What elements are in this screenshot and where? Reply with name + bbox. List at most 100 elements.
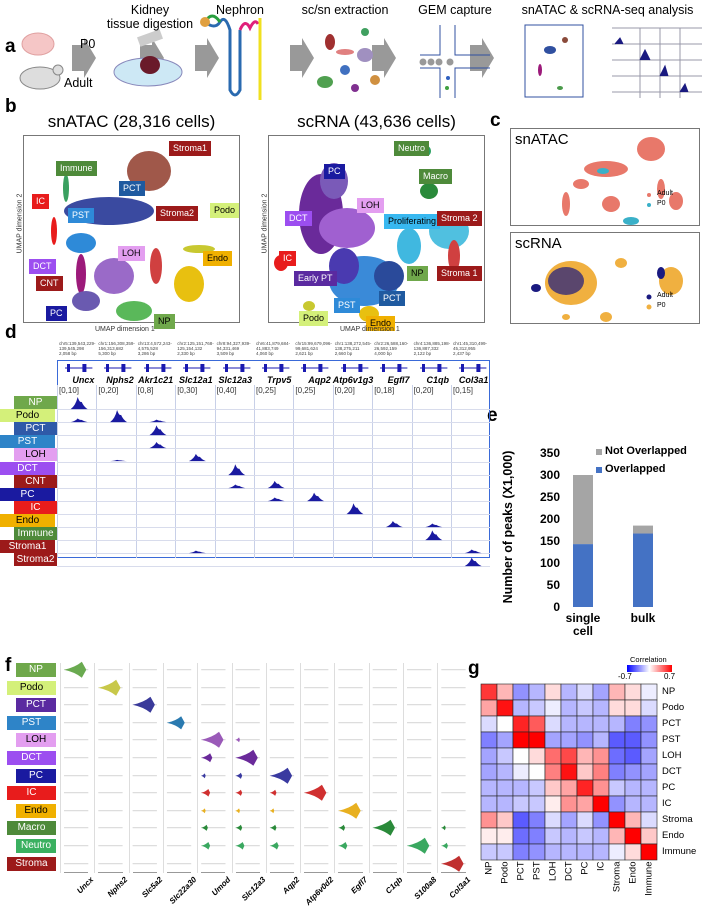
track-row	[385, 520, 443, 527]
snatac-xlabel: UMAP dimension 1	[95, 326, 155, 333]
column-divider	[231, 663, 233, 873]
tracks-thumbnail-icon	[612, 27, 702, 98]
microfluidic-icon	[419, 25, 490, 98]
accessibility-peak	[425, 530, 443, 541]
heatmap-cell	[544, 811, 562, 829]
heatmap-cell	[576, 827, 594, 845]
gene-coordinates: chr1:138,272,545- 138,275,211 2,660 bp	[334, 341, 372, 356]
violin-row	[64, 784, 466, 801]
violin	[235, 825, 243, 832]
track-row-label: PST	[0, 435, 55, 449]
heatmap-row-label: PST	[662, 734, 681, 745]
x-axis	[64, 872, 89, 873]
cluster-label: Stroma 2	[437, 211, 482, 226]
accessibility-peak	[267, 497, 285, 501]
violin-row-label: Neutro	[16, 839, 56, 853]
heatmap-row-label: NP	[662, 686, 676, 697]
violin	[166, 715, 185, 730]
heatmap-cell	[624, 811, 642, 829]
cluster-label: DCT	[285, 211, 312, 226]
violin	[64, 661, 87, 678]
heatmap-cell	[624, 683, 642, 701]
heatmap-cell	[576, 715, 594, 733]
gene-coordinates: chr2:26,588,160- 26,592,159 4,000 bp	[374, 341, 409, 356]
x-axis	[338, 872, 363, 873]
violin-row	[64, 855, 466, 872]
heatmap-cell	[496, 779, 514, 797]
heatmap-cell	[560, 715, 578, 733]
accessibility-peak	[70, 418, 88, 423]
accessibility-peak	[149, 442, 167, 449]
heatmap-col-label: Stroma	[611, 861, 623, 893]
mouse-icon	[19, 64, 64, 90]
heatmap-cell	[560, 811, 578, 829]
legend-p0: P0	[657, 200, 666, 207]
cluster-label: Podo	[299, 311, 329, 326]
heatmap-cell	[496, 699, 514, 717]
heatmap-cell	[528, 747, 546, 765]
row-divider	[57, 527, 491, 528]
track-row	[70, 397, 88, 410]
heatmap-cell	[608, 715, 626, 733]
y-tick-label: 50	[546, 578, 560, 592]
row-divider	[57, 474, 491, 476]
row-divider	[57, 422, 491, 424]
cluster-blob	[76, 254, 86, 294]
x-axis	[132, 872, 157, 873]
bar-not-overlapped	[633, 525, 653, 534]
cluster-label: Proliferating	[384, 214, 441, 229]
track-row	[149, 425, 167, 436]
panel-label-g: g	[468, 658, 480, 679]
scrna-age-umap: scRNA Adult P0	[510, 232, 700, 324]
violin-row-label: LOH	[16, 733, 56, 748]
cluster-blob	[397, 228, 421, 264]
row-divider	[57, 553, 491, 555]
cluster-blob	[51, 217, 57, 245]
track-row-label: NP	[14, 396, 57, 409]
heatmap-cell	[480, 843, 498, 861]
snatac-ylabel: UMAP dimension 2	[16, 193, 24, 254]
row-divider	[57, 487, 491, 489]
track-scale: [0,8]	[137, 386, 154, 395]
heatmap-cell	[544, 827, 562, 845]
cells-icon	[317, 28, 380, 92]
step-tissue-digestion: Kidney tissue digestion	[106, 3, 194, 31]
violin-row-label: PC	[16, 768, 56, 783]
violin	[269, 808, 275, 813]
heatmap-cell	[480, 731, 498, 749]
column-divider	[437, 663, 439, 873]
track-scale: [0,25]	[295, 386, 316, 395]
heatmap-cell	[544, 843, 562, 861]
cluster-label: Endo	[366, 316, 396, 331]
column-divider	[372, 385, 374, 559]
heatmap-cell	[496, 715, 514, 733]
accessibility-peak	[228, 463, 246, 475]
sample-label-adult: Adult	[64, 76, 93, 90]
track-scale: [0,20]	[413, 386, 434, 395]
track-row	[267, 492, 325, 501]
heatmap-cell	[528, 827, 546, 845]
cluster-blob	[150, 248, 162, 284]
column-divider	[162, 663, 164, 873]
heatmap-cell	[592, 731, 610, 749]
heatmap-cell	[512, 715, 530, 733]
heatmap-cell	[592, 715, 610, 733]
heatmap-cell	[624, 715, 642, 733]
track-scale: [0,15]	[453, 386, 474, 395]
heatmap-cell	[528, 715, 546, 733]
gene-name: Atp6v1g3	[332, 375, 374, 385]
heatmap-cell	[640, 843, 658, 861]
violin	[441, 825, 446, 831]
x-axis	[166, 872, 192, 873]
gene-label: Slc22a30	[167, 875, 199, 906]
panel-label-e: e	[487, 405, 498, 426]
cluster-label: Stroma1	[169, 141, 212, 156]
scrna-age-title: scRNA	[515, 235, 562, 252]
x-axis	[407, 872, 432, 873]
heatmap-cell	[560, 731, 578, 749]
heatmap-col-label: NP	[483, 861, 495, 875]
track-row	[464, 557, 482, 567]
y-tick-label: 100	[539, 556, 560, 570]
heatmap-col-label: Immune	[643, 861, 655, 896]
heatmap-cell	[576, 763, 594, 781]
